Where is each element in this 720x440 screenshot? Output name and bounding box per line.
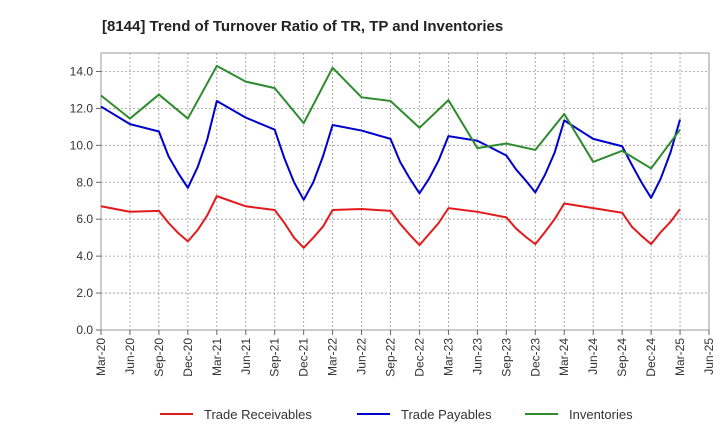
x-tick-label: Jun-20	[123, 338, 137, 375]
legend-label: Inventories	[569, 407, 633, 422]
x-tick-label: Dec-20	[181, 338, 195, 377]
x-tick-label: Mar-25	[673, 338, 687, 376]
x-tick-label: Mar-22	[326, 338, 340, 376]
x-tick-label: Sep-21	[268, 338, 282, 377]
y-tick-label: 2.0	[76, 286, 93, 300]
plot-frame	[100, 52, 710, 331]
x-tick-label: Sep-24	[615, 338, 629, 377]
x-tick-label: Jun-22	[355, 338, 369, 375]
series-layer	[100, 64, 682, 249]
series-line-inventories	[100, 64, 681, 170]
x-tick-label: Jun-21	[239, 338, 253, 375]
y-tick-label: 12.0	[70, 101, 94, 115]
x-tick-label: Mar-21	[210, 338, 224, 376]
x-tick-label: Dec-22	[412, 338, 426, 377]
x-tick-label: Mar-20	[94, 338, 108, 376]
x-tick-label: Mar-23	[441, 338, 455, 376]
series-line-trade-receivables	[100, 195, 681, 249]
legend-label: Trade Receivables	[204, 407, 312, 422]
x-tick-label: Dec-23	[528, 338, 542, 377]
series-line-trade-payables	[100, 100, 682, 201]
y-tick-label: 14.0	[70, 64, 94, 78]
x-tick-label: Mar-24	[557, 338, 571, 376]
y-tick-label: 10.0	[70, 138, 94, 152]
axis-layer: 0.0 2.0 4.0 6.0 8.0 10.0 12.0 14.0 Mar-20 Jun-20 S…	[70, 52, 716, 377]
chart-title: [8144] Trend of Turnover Ratio of TR, TP…	[102, 18, 503, 35]
x-tick-label: Jun-23	[470, 338, 484, 375]
x-tick-label: Dec-24	[644, 338, 658, 377]
y-tick-label: 6.0	[76, 212, 93, 226]
legend: Trade Receivables Trade Payables Inventori…	[160, 407, 633, 422]
y-tick-label: 0.0	[76, 323, 93, 337]
x-tick-label: Sep-22	[384, 338, 398, 377]
legend-label: Trade Payables	[401, 407, 492, 422]
grid-layer	[100, 53, 710, 331]
y-tick-label: 4.0	[76, 249, 93, 263]
x-tick-label: Dec-21	[297, 338, 311, 377]
x-tick-label: Sep-23	[499, 338, 513, 377]
x-tick-label: Sep-20	[152, 338, 166, 377]
x-tick-label: Jun-24	[586, 338, 600, 375]
x-tick-label: Jun-25	[702, 338, 716, 375]
y-tick-label: 8.0	[76, 175, 93, 189]
